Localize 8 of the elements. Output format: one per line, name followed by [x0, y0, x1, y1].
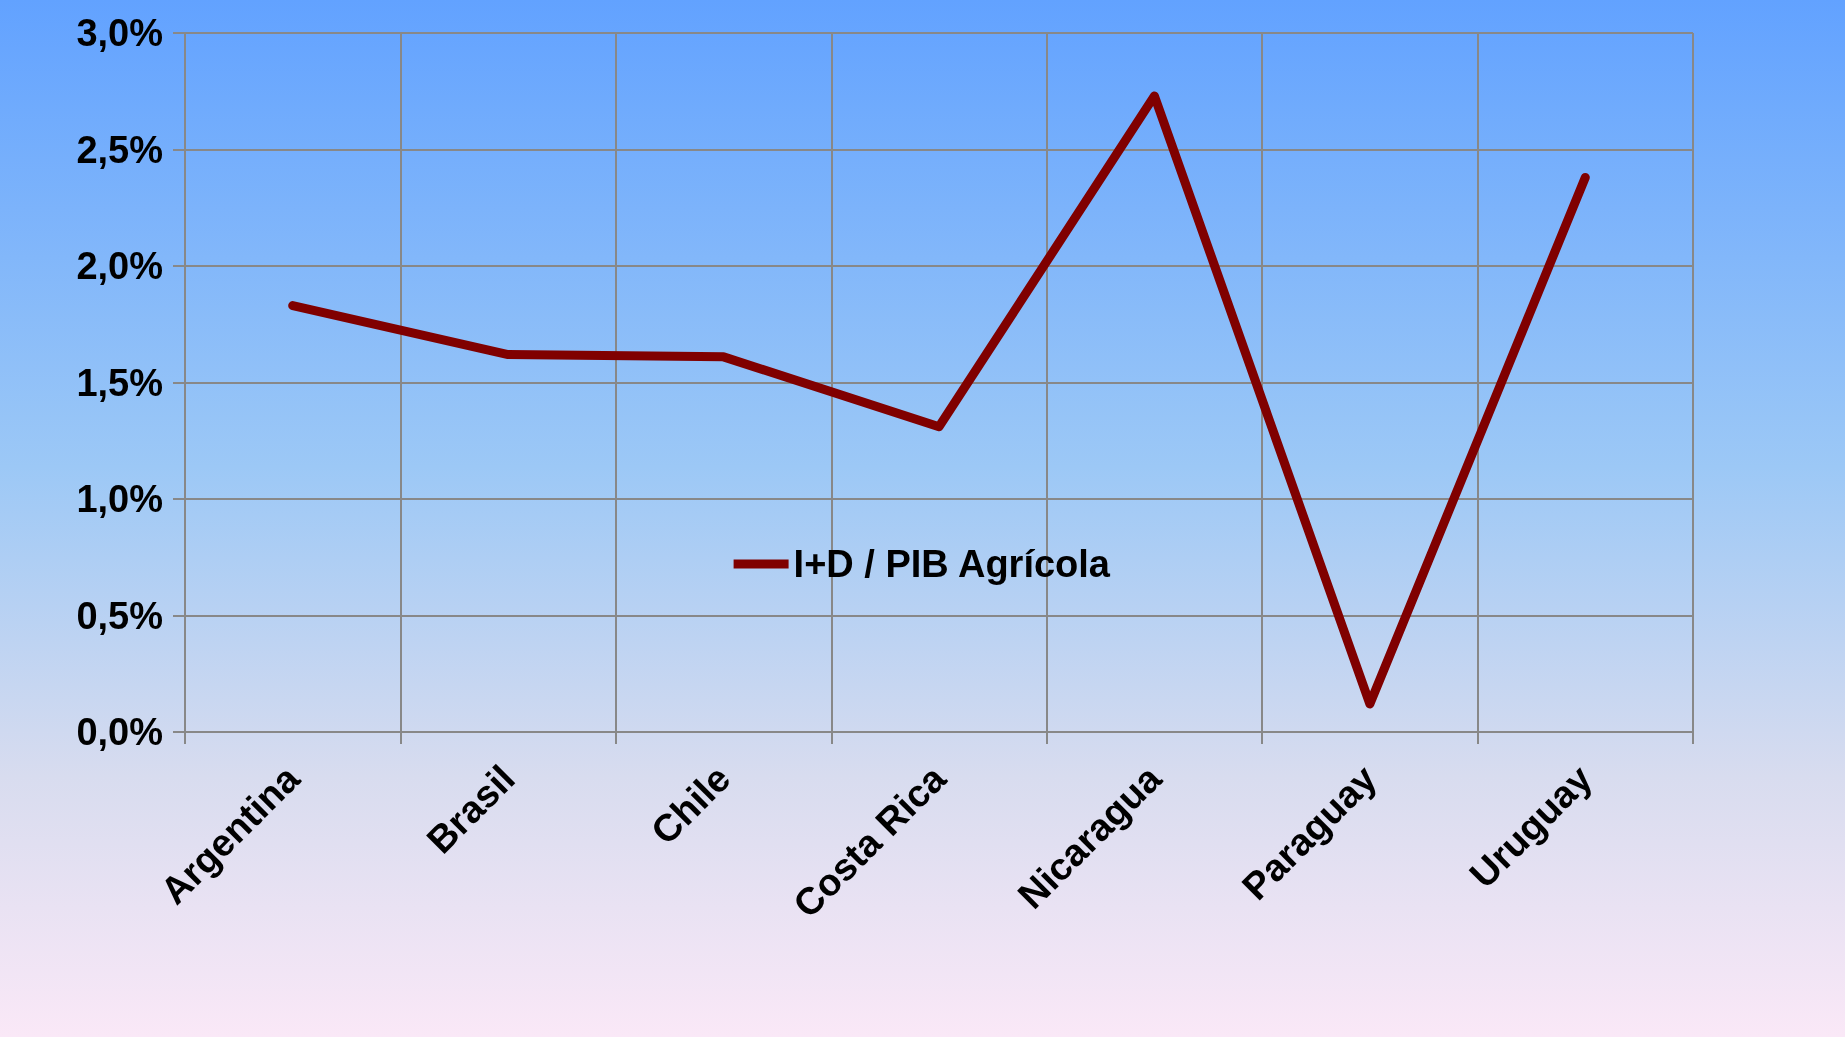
y-tick-label: 3,0% [76, 12, 163, 54]
y-tick-label: 0,5% [76, 594, 163, 637]
y-tick-label: 2,5% [76, 128, 163, 171]
y-tick-label: 0,0% [76, 711, 163, 753]
y-tick-label: 1,0% [76, 478, 163, 520]
y-tick-label: 1,5% [76, 361, 163, 404]
legend-label: I+D / PIB Agrícola [793, 543, 1111, 585]
y-tick-label: 2,0% [76, 245, 163, 287]
